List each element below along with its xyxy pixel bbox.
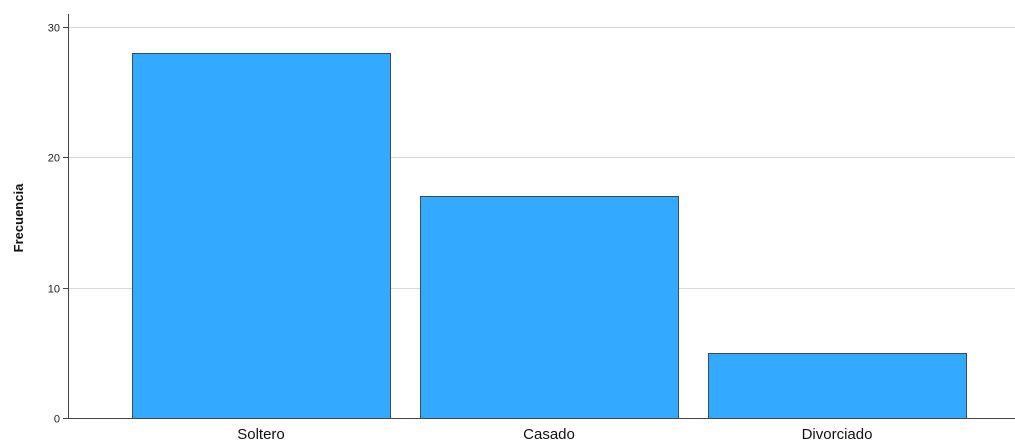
y-tick-label: 30 bbox=[48, 23, 60, 35]
tick-labels: 0 10 20 30 Soltero Casado Divorciado bbox=[48, 23, 873, 440]
y-axis-title: Frecuencia bbox=[11, 183, 26, 252]
x-tick-label: Casado bbox=[523, 426, 575, 440]
bar-divorciado bbox=[708, 353, 967, 419]
axes bbox=[63, 14, 1015, 419]
y-tick-label: 0 bbox=[54, 414, 60, 426]
bar-casado bbox=[420, 196, 679, 419]
y-tick-label: 10 bbox=[48, 284, 60, 296]
x-tick-label: Divorciado bbox=[802, 426, 873, 440]
bar-soltero bbox=[132, 53, 391, 419]
bars bbox=[132, 53, 967, 419]
x-tick-label: Soltero bbox=[237, 426, 285, 440]
y-tick-label: 20 bbox=[48, 153, 60, 165]
